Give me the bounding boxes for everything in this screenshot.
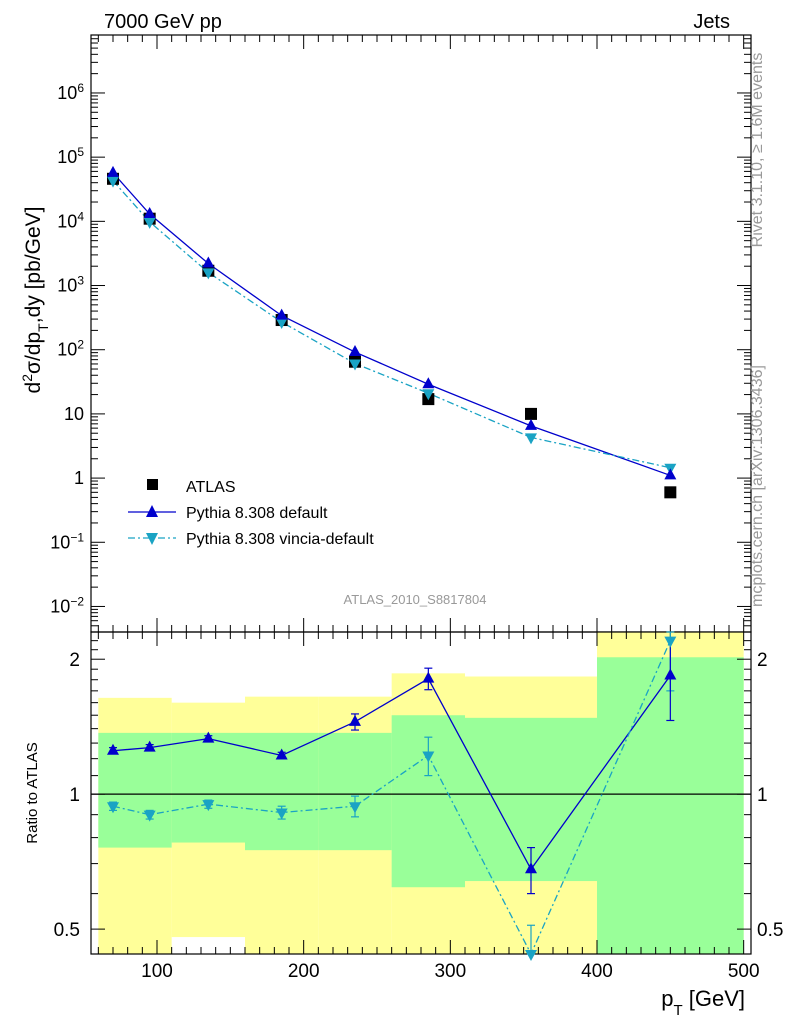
legend-atlas-label: ATLAS bbox=[186, 479, 236, 496]
y-tick-label: 10−1 bbox=[50, 530, 84, 552]
ratio-default-line bbox=[112, 675, 671, 871]
ratio-vincia-point bbox=[349, 802, 361, 814]
vincia-point bbox=[107, 176, 119, 188]
main-y-axis-label: d2σ/dpT,dy [pb/GeV] bbox=[19, 207, 51, 394]
vincia-point bbox=[143, 217, 156, 229]
default-point bbox=[107, 165, 119, 177]
ratio-default-point bbox=[143, 740, 156, 752]
ratio-default-point bbox=[664, 668, 677, 680]
x-tick-label: 200 bbox=[288, 961, 320, 982]
x-tick-label: 100 bbox=[141, 961, 173, 982]
ratio-default-point bbox=[349, 714, 361, 726]
default-point bbox=[664, 468, 677, 480]
legend: ATLAS Pythia 8.308 default Pythia 8.308 … bbox=[128, 479, 374, 548]
main-series-layer bbox=[107, 165, 677, 499]
ratio-band-inner bbox=[98, 732, 172, 848]
legend-vincia-marker bbox=[146, 533, 158, 545]
series-default-line bbox=[112, 172, 671, 477]
default-point bbox=[275, 308, 288, 320]
y-tick-label: 105 bbox=[57, 145, 84, 167]
vincia-point bbox=[275, 318, 288, 330]
legend-default-marker bbox=[146, 505, 158, 517]
legend-vincia-label: Pythia 8.308 vincia-default bbox=[186, 531, 374, 548]
ratio-y-tick-label: 2 bbox=[69, 650, 80, 671]
vincia-point bbox=[422, 389, 435, 401]
y-tick-label: 103 bbox=[57, 274, 84, 296]
y-tick-label: 104 bbox=[57, 209, 84, 231]
ratio-vincia-point bbox=[143, 810, 156, 822]
ratio-y-tick-label-right: 1 bbox=[757, 785, 768, 806]
x-tick-label: 400 bbox=[581, 961, 613, 982]
rivet-label: Rivet 3.1.10, ≥ 1.6M events bbox=[749, 53, 766, 248]
ratio-default-point bbox=[275, 748, 288, 760]
ratio-vincia-point bbox=[525, 950, 537, 961]
ratio-y-tick-label: 1 bbox=[69, 785, 80, 806]
vincia-point bbox=[525, 433, 537, 445]
y-tick-label: 10 bbox=[64, 404, 84, 424]
x-tick-label: 300 bbox=[434, 961, 466, 982]
y-tick-label: 10−2 bbox=[50, 594, 84, 616]
default-point bbox=[202, 256, 215, 268]
vincia-point bbox=[202, 268, 215, 280]
ratio-vincia-point bbox=[422, 751, 435, 763]
ratio-y-tick-label: 0.5 bbox=[54, 920, 80, 941]
legend-default-label: Pythia 8.308 default bbox=[186, 505, 328, 522]
default-point bbox=[422, 377, 435, 389]
ratio-series-layer bbox=[107, 631, 677, 961]
ratio-y-axis-label: Ratio to ATLAS bbox=[24, 742, 41, 843]
ratio-y-tick-label-right: 2 bbox=[757, 650, 768, 671]
ratio-band-inner bbox=[171, 732, 245, 843]
ratio-y-tick-label-right: 0.5 bbox=[757, 920, 783, 941]
default-point bbox=[525, 418, 537, 430]
analysis-id-label: ATLAS_2010_S8817804 bbox=[344, 592, 487, 607]
ratio-plot-area bbox=[91, 632, 751, 954]
ratio-default-point bbox=[107, 743, 119, 755]
header-right-label: Jets bbox=[693, 11, 730, 33]
legend-atlas-marker bbox=[147, 479, 158, 490]
default-point bbox=[143, 207, 156, 219]
ratio-default-point bbox=[202, 731, 215, 743]
ratio-vincia-point bbox=[664, 636, 677, 648]
ratio-vincia-point bbox=[202, 800, 215, 812]
y-tick-label: 106 bbox=[57, 81, 84, 103]
atlas-point bbox=[664, 486, 677, 499]
default-point bbox=[349, 345, 361, 357]
header-left-label: 7000 GeV pp bbox=[104, 11, 222, 33]
ratio-band-inner bbox=[318, 732, 392, 851]
x-axis-label: pT [GeV] bbox=[661, 986, 745, 1019]
ratio-vincia-point bbox=[275, 808, 288, 820]
series-vincia-line bbox=[112, 180, 671, 469]
ratio-default-point bbox=[525, 862, 537, 874]
y-tick-label: 102 bbox=[57, 338, 84, 360]
atlas-point bbox=[525, 407, 537, 420]
x-tick-label: 500 bbox=[728, 961, 760, 982]
vincia-point bbox=[349, 359, 361, 371]
y-tick-label: 1 bbox=[74, 468, 84, 488]
ratio-vincia-line bbox=[112, 640, 671, 956]
mcplots-label: mcplots.cern.ch [arXiv:1306.3436] bbox=[749, 365, 766, 607]
ratio-vincia-point bbox=[107, 802, 119, 814]
ratio-default-point bbox=[422, 671, 435, 683]
